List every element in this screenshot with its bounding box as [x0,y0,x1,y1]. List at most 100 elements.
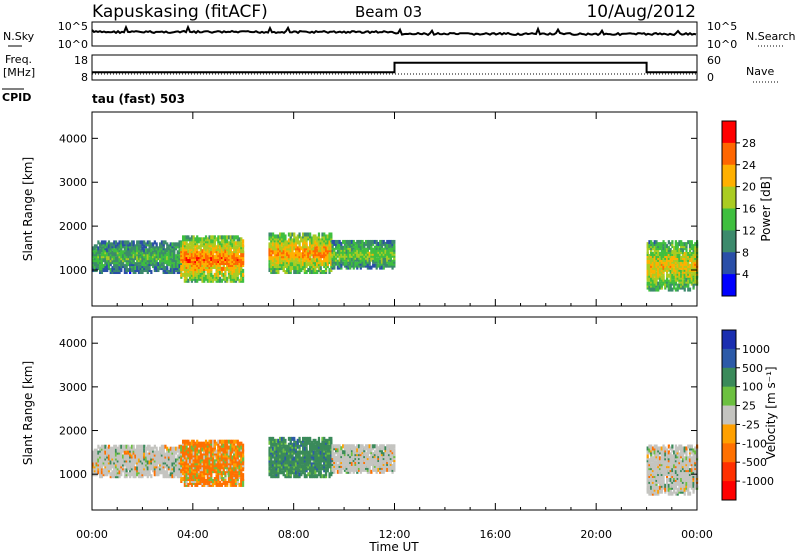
power-echo-cell [310,236,314,241]
power-echo-cell [273,262,276,267]
velocity-echo-cell [335,444,338,449]
velocity-echo-cell [130,472,134,477]
velocity-echo-cell [298,468,301,473]
power-echo-cell [655,287,658,292]
velocity-echo-cell [157,466,160,471]
power-echo-cell [162,240,165,245]
freq-tick-bottom: 8 [81,71,88,84]
power-echo-cell [92,258,95,263]
power-echo-cell [370,265,373,270]
power-echo-cell [125,240,128,245]
velocity-echo-cell [107,456,111,461]
nave-label: Nave [746,65,774,78]
power-echo-cell [694,271,697,276]
power-echo-cell [240,261,243,266]
power-echo-cell [213,235,216,240]
velocity-echo-cell [114,444,118,449]
power-echo-cell [226,235,229,240]
velocity-echo-cell [271,460,275,465]
velocity-echo-cell [296,474,299,479]
power-echo-cell [137,244,141,249]
velocity-echo-cell [241,477,245,482]
velocity-echo-cell [146,452,149,457]
velocity-echo-cell [349,444,352,449]
power-echo-cell [183,251,186,256]
velocity-echo-cell [130,444,134,449]
power-echo-cell [321,260,324,265]
velocity-echo-cell [171,474,174,479]
colorbar-tick-label: 8 [742,246,749,259]
velocity-echo-cell [333,452,336,457]
power-echo-cell [300,268,303,273]
power-echo-cell [324,262,328,267]
power-echo-cell [678,283,681,288]
power-echo-cell [305,242,308,247]
power-echo-cell [674,250,678,255]
power-echo-cell [692,283,695,288]
power-echo-cell [333,247,336,252]
velocity-echo-cell [233,473,236,478]
power-echo-cell [319,254,322,259]
velocity-echo-cell [151,454,155,459]
power-echo-cell [236,276,239,281]
velocity-echo-cell [273,446,276,451]
power-echo-cell [240,237,243,242]
power-echo-cell [687,252,690,257]
velocity-echo-cell [173,446,176,451]
power-echo-cell [309,232,312,237]
velocity-echo-cell [301,442,305,447]
power-echo-cell [671,250,674,255]
velocity-echo-cell [336,444,339,449]
power-echo-cell [146,240,149,245]
power-echo-cell [111,266,114,271]
power-echo-cell [307,232,310,237]
velocity-echo-cell [118,444,121,449]
velocity-echo-cell [286,444,289,449]
velocity-echo-cell [317,470,321,475]
velocity-echo-cell [224,480,227,485]
velocity-echo-cell [141,444,144,449]
velocity-echo-cell [356,448,359,453]
power-echo-cell [350,247,354,252]
velocity-echo-cell [181,471,185,476]
velocity-echo-cell [176,446,179,451]
power-echo-cell [231,270,234,275]
velocity-echo-cell [164,444,167,449]
velocity-echo-cell [303,440,306,445]
power-echo-cell [206,268,209,273]
power-echo-cell [291,232,294,237]
power-echo-cell [192,239,195,244]
velocity-echo-cell [342,450,345,455]
velocity-echo-cell [359,444,362,449]
velocity-echo-cell [294,440,298,445]
power-echo-cell [196,235,199,240]
power-echo-cell [336,243,339,248]
power-echo-cell [664,279,667,284]
power-echo-cell [100,266,104,271]
power-echo-cell [655,261,658,266]
power-echo-cell [102,240,105,245]
velocity-echo-cell [196,439,199,444]
velocity-echo-cell [114,460,118,465]
power-echo-cell [183,235,186,240]
velocity-echo-cell [330,436,333,441]
power-echo-cell [688,240,692,245]
velocity-echo-cell [213,439,216,444]
power-echo-cell [194,270,197,275]
power-echo-cell [213,272,216,277]
power-echo-cell [340,263,343,268]
power-echo-cell [123,246,126,251]
velocity-echo-cell [227,478,231,483]
power-echo-cell [181,266,185,271]
power-echo-cell [330,232,333,237]
power-echo-cell [389,239,392,244]
power-echo-cell [289,262,292,267]
power-echo-cell [127,240,130,245]
power-echo-cell [229,241,232,246]
velocity-echo-cell [159,446,162,451]
velocity-echo-cell [356,465,359,470]
velocity-echo-cell [136,466,139,471]
power-echo-cell [194,253,197,258]
power-echo-cell [160,262,164,267]
power-echo-cell [286,268,289,273]
